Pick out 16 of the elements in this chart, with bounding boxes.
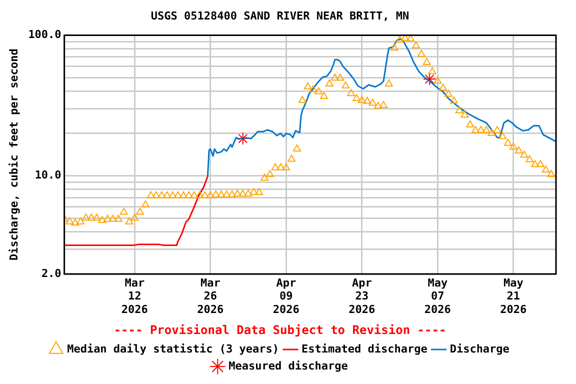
x-tick-label: Apr 23 2026 [348, 276, 376, 316]
y-tick-label: 100.0 [28, 28, 62, 42]
x-tick-label: Apr 09 2026 [272, 276, 300, 316]
x-tick-label: Mar 26 2026 [197, 276, 224, 316]
text: ---- Provisional Data Subject to Revision ---- [114, 322, 446, 337]
legend-label: Measured discharge [228, 359, 348, 372]
chart-title: USGS 05128400 SAND RIVER NEAR BRITT, MN [150, 9, 410, 22]
y-tick-label: 10.0 [34, 168, 62, 182]
legend-label: Estimated discharge [301, 342, 428, 356]
x-tick-label: May 21 2026 [500, 276, 528, 316]
y-axis-title: Discharge, cubic feet per second [7, 48, 20, 261]
legend-label: Median daily statistic (3 years) [67, 342, 279, 356]
y-tick-label: 2.0 [41, 266, 62, 280]
x-tick-label: May 07 2026 [424, 276, 452, 316]
legend-label: Discharge [450, 342, 510, 356]
x-tick-label: Mar 12 2026 [121, 276, 148, 316]
